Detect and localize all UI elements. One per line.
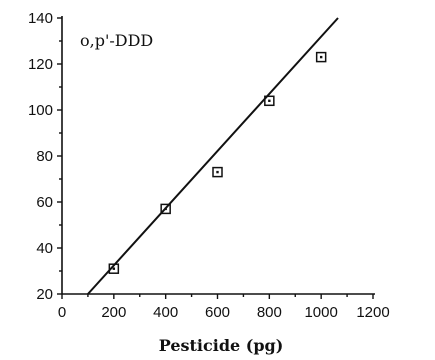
fit-line xyxy=(87,17,339,295)
data-point-square xyxy=(108,263,120,274)
x-tick-label: 200 xyxy=(101,304,126,321)
data-point-center xyxy=(164,207,167,211)
x-tick-label: 1200 xyxy=(356,304,389,321)
data-point xyxy=(315,51,327,63)
y-tick-label: 100 xyxy=(28,102,53,119)
data-point-center xyxy=(216,170,219,174)
axes xyxy=(61,16,375,295)
y-tick-label: 20 xyxy=(36,286,53,303)
data-point-center xyxy=(112,267,116,270)
data-point xyxy=(160,203,171,215)
x-axis-title: Pesticide (pg) xyxy=(159,336,284,355)
data-point-center xyxy=(268,99,271,102)
y-tick-label: 120 xyxy=(28,56,53,73)
x-tick-label: 400 xyxy=(153,304,178,321)
x-tick-label: 1000 xyxy=(304,304,337,321)
x-tick-label: 800 xyxy=(257,304,282,321)
y-ticks: 20 40 60 80 100 120 140 xyxy=(28,10,62,303)
data-point-square xyxy=(315,51,327,63)
x-ticks: 0 200 400 600 800 1000 1200 xyxy=(58,294,390,321)
data-points xyxy=(108,51,327,274)
data-point xyxy=(212,166,223,178)
y-tick-label: 60 xyxy=(36,194,53,211)
data-point xyxy=(264,95,275,107)
data-point-square xyxy=(212,166,223,178)
data-point-center xyxy=(319,55,323,59)
data-point-square xyxy=(160,203,171,215)
y-tick-label: 40 xyxy=(36,240,53,257)
x-tick-label: 0 xyxy=(58,304,66,321)
data-point-square xyxy=(264,95,275,107)
data-point xyxy=(108,263,120,274)
compound-annotation: o,p'-DDD xyxy=(80,31,153,50)
y-tick-label: 80 xyxy=(36,148,53,165)
y-tick-label: 140 xyxy=(28,10,53,27)
x-tick-label: 600 xyxy=(205,304,230,321)
